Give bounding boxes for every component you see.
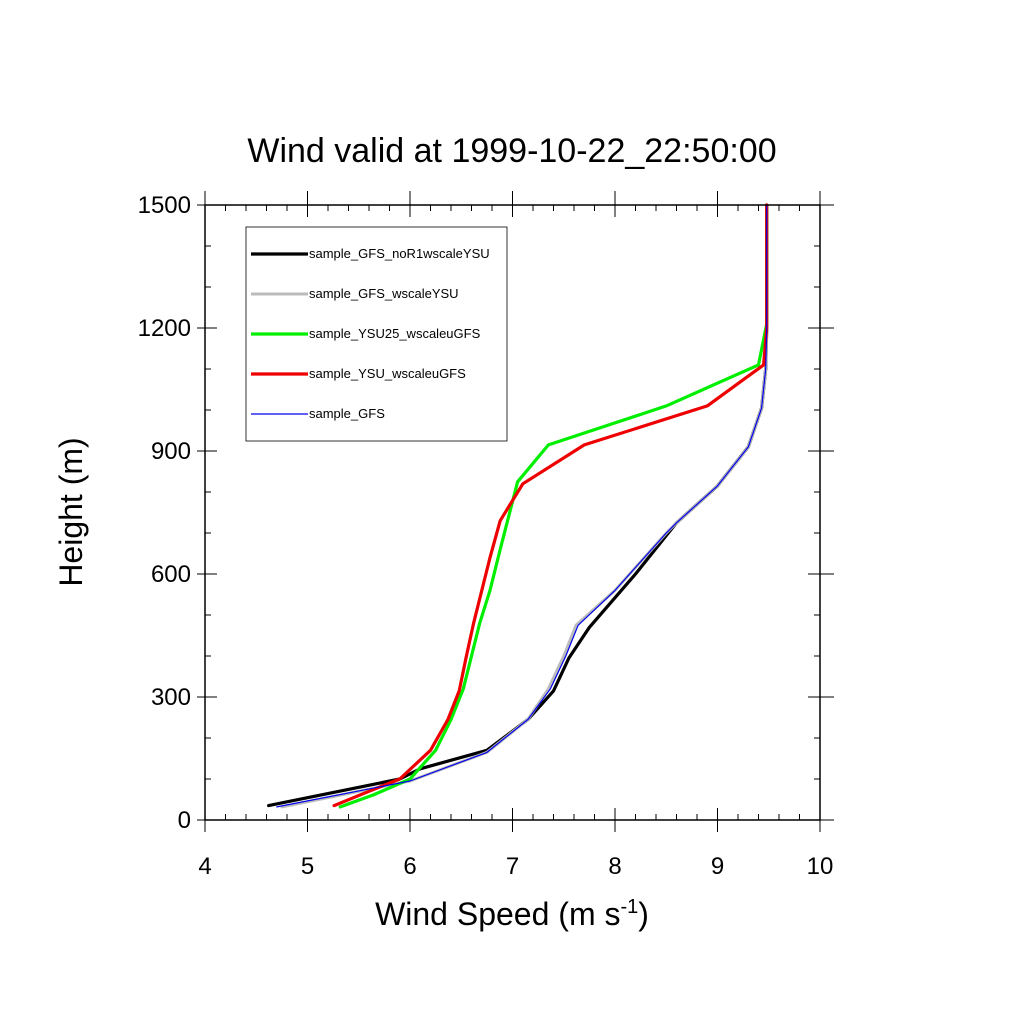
x-tick-label: 10 bbox=[807, 853, 834, 880]
y-tick-label: 1500 bbox=[138, 192, 191, 219]
legend-label-3: sample_YSU_wscaleuGFS bbox=[309, 366, 466, 381]
y-axis-ticks: 0 300 600 900 1200 1500 bbox=[138, 192, 834, 834]
plot-frame bbox=[204, 204, 821, 821]
x-tick-label: 9 bbox=[711, 853, 724, 880]
x-axis-ticks: 4 5 6 7 8 9 10 bbox=[198, 191, 833, 880]
x-tick-label: 4 bbox=[198, 853, 211, 880]
x-tick-label: 7 bbox=[506, 853, 519, 880]
y-tick-label: 900 bbox=[151, 438, 191, 465]
x-tick-label: 8 bbox=[608, 853, 621, 880]
y-tick-label: 1200 bbox=[138, 315, 191, 342]
legend-label-0: sample_GFS_noR1wscaleYSU bbox=[309, 246, 490, 261]
y-axis-label: Height (m) bbox=[53, 437, 89, 586]
series-line-4 bbox=[276, 204, 768, 808]
legend-label-2: sample_YSU25_wscaleuGFS bbox=[309, 326, 481, 341]
x-axis-label-suffix: ) bbox=[638, 896, 649, 932]
x-axis-label-superscript: -1 bbox=[620, 896, 638, 918]
x-tick-label: 6 bbox=[403, 853, 416, 880]
series-line-3 bbox=[332, 203, 769, 808]
x-tick-label: 5 bbox=[301, 853, 314, 880]
legend: sample_GFS_noR1wscaleYSU sample_GFS_wscal… bbox=[245, 226, 508, 442]
y-tick-label: 600 bbox=[151, 561, 191, 588]
series-line-2 bbox=[338, 203, 769, 809]
y-tick-label: 300 bbox=[151, 684, 191, 711]
x-axis-label-main: Wind Speed (m s bbox=[375, 896, 620, 932]
series-lines bbox=[267, 203, 769, 809]
y-tick-label: 0 bbox=[178, 807, 191, 834]
legend-label-4: sample_GFS bbox=[309, 406, 385, 421]
chart-title: Wind valid at 1999-10-22_22:50:00 bbox=[247, 132, 776, 170]
legend-label-1: sample_GFS_wscaleYSU bbox=[309, 286, 459, 301]
x-axis-label: Wind Speed (m s-1) bbox=[375, 896, 649, 932]
